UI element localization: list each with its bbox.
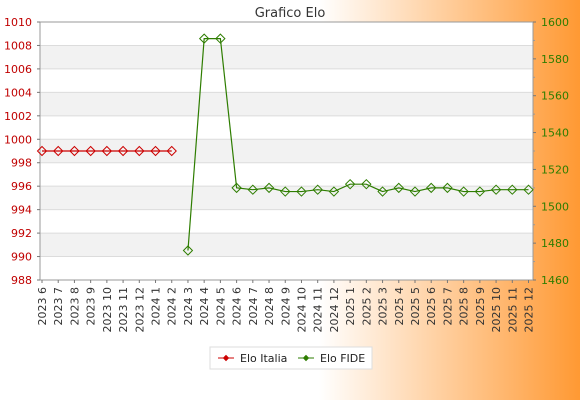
x-tick-label: 2023 6: [36, 287, 49, 326]
grid-band: [40, 233, 533, 257]
x-tick-label: 2025 9: [474, 287, 487, 326]
x-tick-label: 2024 12: [328, 287, 341, 333]
data-point: [328, 186, 340, 197]
x-tick-label: 2023 7: [52, 287, 65, 326]
legend-marker: [222, 354, 230, 362]
x-tick-label: 2023 9: [85, 287, 98, 326]
data-point: [53, 145, 64, 157]
data-point: [166, 145, 177, 157]
legend: Elo Italia Elo FIDE: [209, 346, 373, 370]
data-point: [215, 33, 226, 44]
left-tick-label: 1010: [4, 16, 32, 29]
data-point: [117, 145, 129, 157]
data-point: [442, 182, 453, 194]
x-tick-label: 2024 7: [247, 287, 260, 326]
grid-band: [40, 45, 533, 69]
x-tick-label: 2025 11: [506, 287, 519, 333]
left-tick-label: 998: [11, 157, 32, 170]
x-tick-label: 2024 8: [263, 287, 276, 326]
x-tick-label: 2025 10: [490, 287, 503, 333]
data-point: [490, 184, 502, 195]
data-point: [312, 184, 323, 195]
x-tick-label: 2024 6: [231, 287, 244, 326]
x-tick-label: 2025 3: [377, 287, 390, 326]
data-point: [231, 182, 242, 194]
series-line: [187, 37, 529, 251]
left-tick-label: 1008: [4, 39, 32, 52]
data-point: [263, 182, 275, 194]
legend-label: Elo Italia: [240, 352, 287, 365]
data-point: [426, 182, 437, 194]
x-tick-label: 2024 3: [182, 287, 195, 326]
left-tick-label: 1002: [4, 110, 32, 123]
x-tick-label: 2023 11: [117, 287, 130, 333]
left-tick-label: 990: [11, 251, 32, 264]
data-point: [101, 145, 113, 157]
data-point: [134, 145, 145, 157]
data-point: [85, 145, 96, 157]
x-tick-label: 2024 2: [166, 287, 179, 326]
grid-band: [40, 92, 533, 116]
legend-marker: [302, 354, 310, 362]
data-point: [150, 145, 161, 157]
left-tick-label: 992: [11, 227, 32, 240]
data-point: [198, 33, 210, 44]
data-point: [377, 186, 388, 197]
left-tick-label: 1004: [4, 86, 32, 99]
data-point: [182, 245, 194, 256]
x-tick-label: 2023 10: [101, 287, 114, 333]
legend-box: [209, 346, 373, 370]
right-tick-label: 1560: [541, 90, 569, 103]
x-tick-label: 2024 10: [295, 287, 308, 333]
left-tick-label: 994: [11, 204, 32, 217]
data-point: [458, 186, 469, 197]
left-tick-label: 1006: [4, 63, 32, 76]
left-tick-label: 1000: [4, 133, 32, 146]
x-tick-label: 2023 8: [68, 287, 81, 326]
x-tick-label: 2024 11: [312, 287, 325, 333]
x-tick-label: 2025 6: [425, 287, 438, 326]
x-tick-label: 2025 8: [458, 287, 471, 326]
data-point: [69, 145, 80, 157]
data-point: [361, 178, 372, 190]
data-point: [280, 186, 291, 197]
left-tick-label: 988: [11, 274, 32, 287]
x-tick-label: 2025 4: [393, 287, 406, 326]
x-tick-label: 2023 12: [133, 287, 146, 333]
right-tick-label: 1480: [541, 237, 569, 250]
data-point: [523, 184, 534, 195]
x-tick-label: 2024 9: [279, 287, 292, 326]
data-point: [409, 186, 421, 197]
x-tick-label: 2025 5: [409, 287, 422, 326]
data-point: [36, 145, 48, 157]
x-tick-label: 2024 1: [150, 287, 163, 326]
right-tick-label: 1600: [541, 16, 569, 29]
right-tick-label: 1540: [541, 127, 569, 140]
left-tick-label: 996: [11, 180, 32, 193]
x-tick-label: 2025 2: [360, 287, 373, 326]
right-tick-label: 1500: [541, 200, 569, 213]
data-point: [393, 182, 404, 194]
data-point: [344, 178, 356, 190]
data-point: [247, 184, 259, 195]
legend-label: Elo FIDE: [320, 352, 365, 365]
right-tick-label: 1580: [541, 53, 569, 66]
grid-band: [40, 186, 533, 210]
data-point: [507, 184, 518, 195]
right-tick-label: 1520: [541, 163, 569, 176]
data-point: [296, 186, 307, 197]
x-tick-label: 2025 1: [344, 287, 357, 326]
x-tick-label: 2024 5: [214, 287, 227, 326]
right-tick-label: 1460: [541, 274, 569, 287]
chart-title: Grafico Elo: [255, 6, 326, 21]
data-point: [474, 186, 486, 197]
grid-band: [40, 139, 533, 163]
x-tick-label: 2025 12: [523, 287, 536, 333]
x-tick-label: 2025 7: [441, 287, 454, 326]
x-tick-label: 2024 4: [198, 287, 211, 326]
